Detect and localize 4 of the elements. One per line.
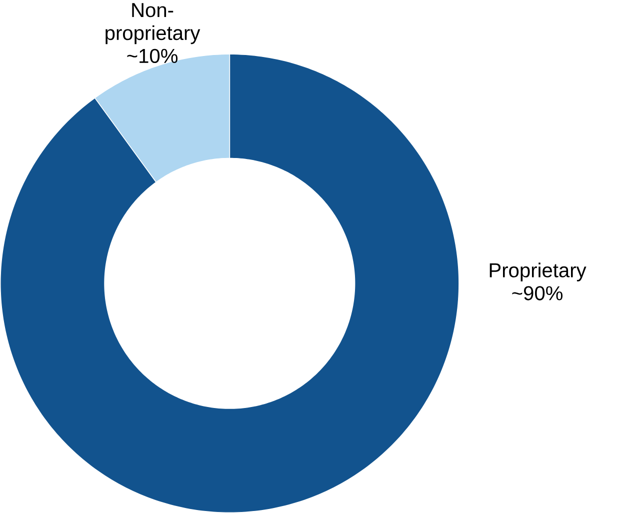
data-label: ~90% (512, 286, 562, 300)
slice-label: Proprietary (490, 262, 586, 282)
slice-label: Non-proprietary (106, 3, 200, 44)
data-label: ~10% (127, 48, 178, 63)
